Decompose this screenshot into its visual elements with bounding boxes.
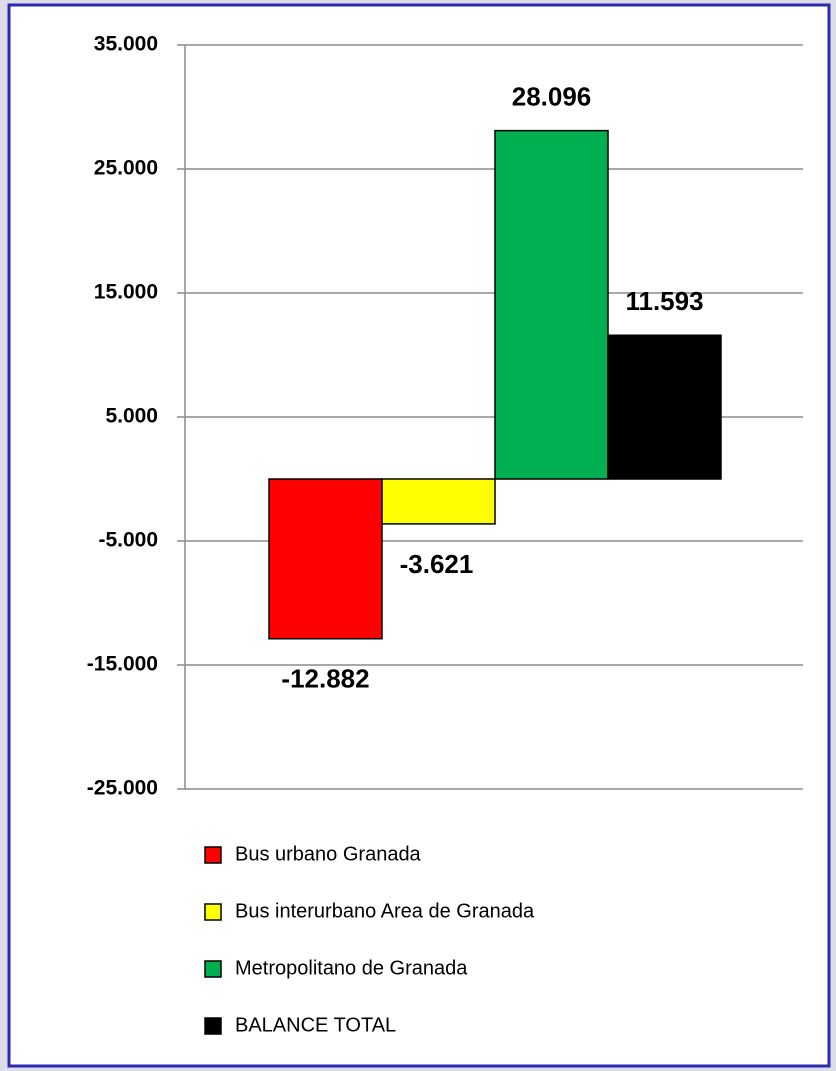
bar (268, 478, 383, 640)
bar (607, 334, 722, 480)
bar (494, 129, 609, 480)
y-tick-label: 15.000 (94, 281, 158, 304)
legend-label: Bus interurbano Area de Granada (235, 900, 535, 922)
legend-label: Bus urbano Granada (235, 843, 422, 865)
legend-label: Metropolitano de Granada (235, 957, 468, 979)
y-tick-label: -5.000 (98, 529, 158, 552)
legend-swatch (204, 846, 222, 864)
value-label: 11.593 (625, 286, 703, 316)
value-label: -12.882 (281, 664, 369, 694)
legend-swatch (204, 903, 222, 921)
legend-swatch (204, 1017, 222, 1035)
chart-frame (7, 3, 831, 1068)
y-tick-label: 5.000 (105, 405, 158, 428)
y-tick-label: 35.000 (94, 33, 158, 56)
y-tick-label: 25.000 (94, 157, 158, 180)
legend-swatch (204, 960, 222, 978)
value-label: -3.621 (400, 549, 474, 579)
legend-label: BALANCE TOTAL (235, 1014, 396, 1036)
bar (381, 478, 496, 525)
y-tick-label: -25.000 (87, 777, 158, 800)
value-label: 28.096 (512, 81, 592, 111)
y-tick-label: -15.000 (87, 653, 158, 676)
